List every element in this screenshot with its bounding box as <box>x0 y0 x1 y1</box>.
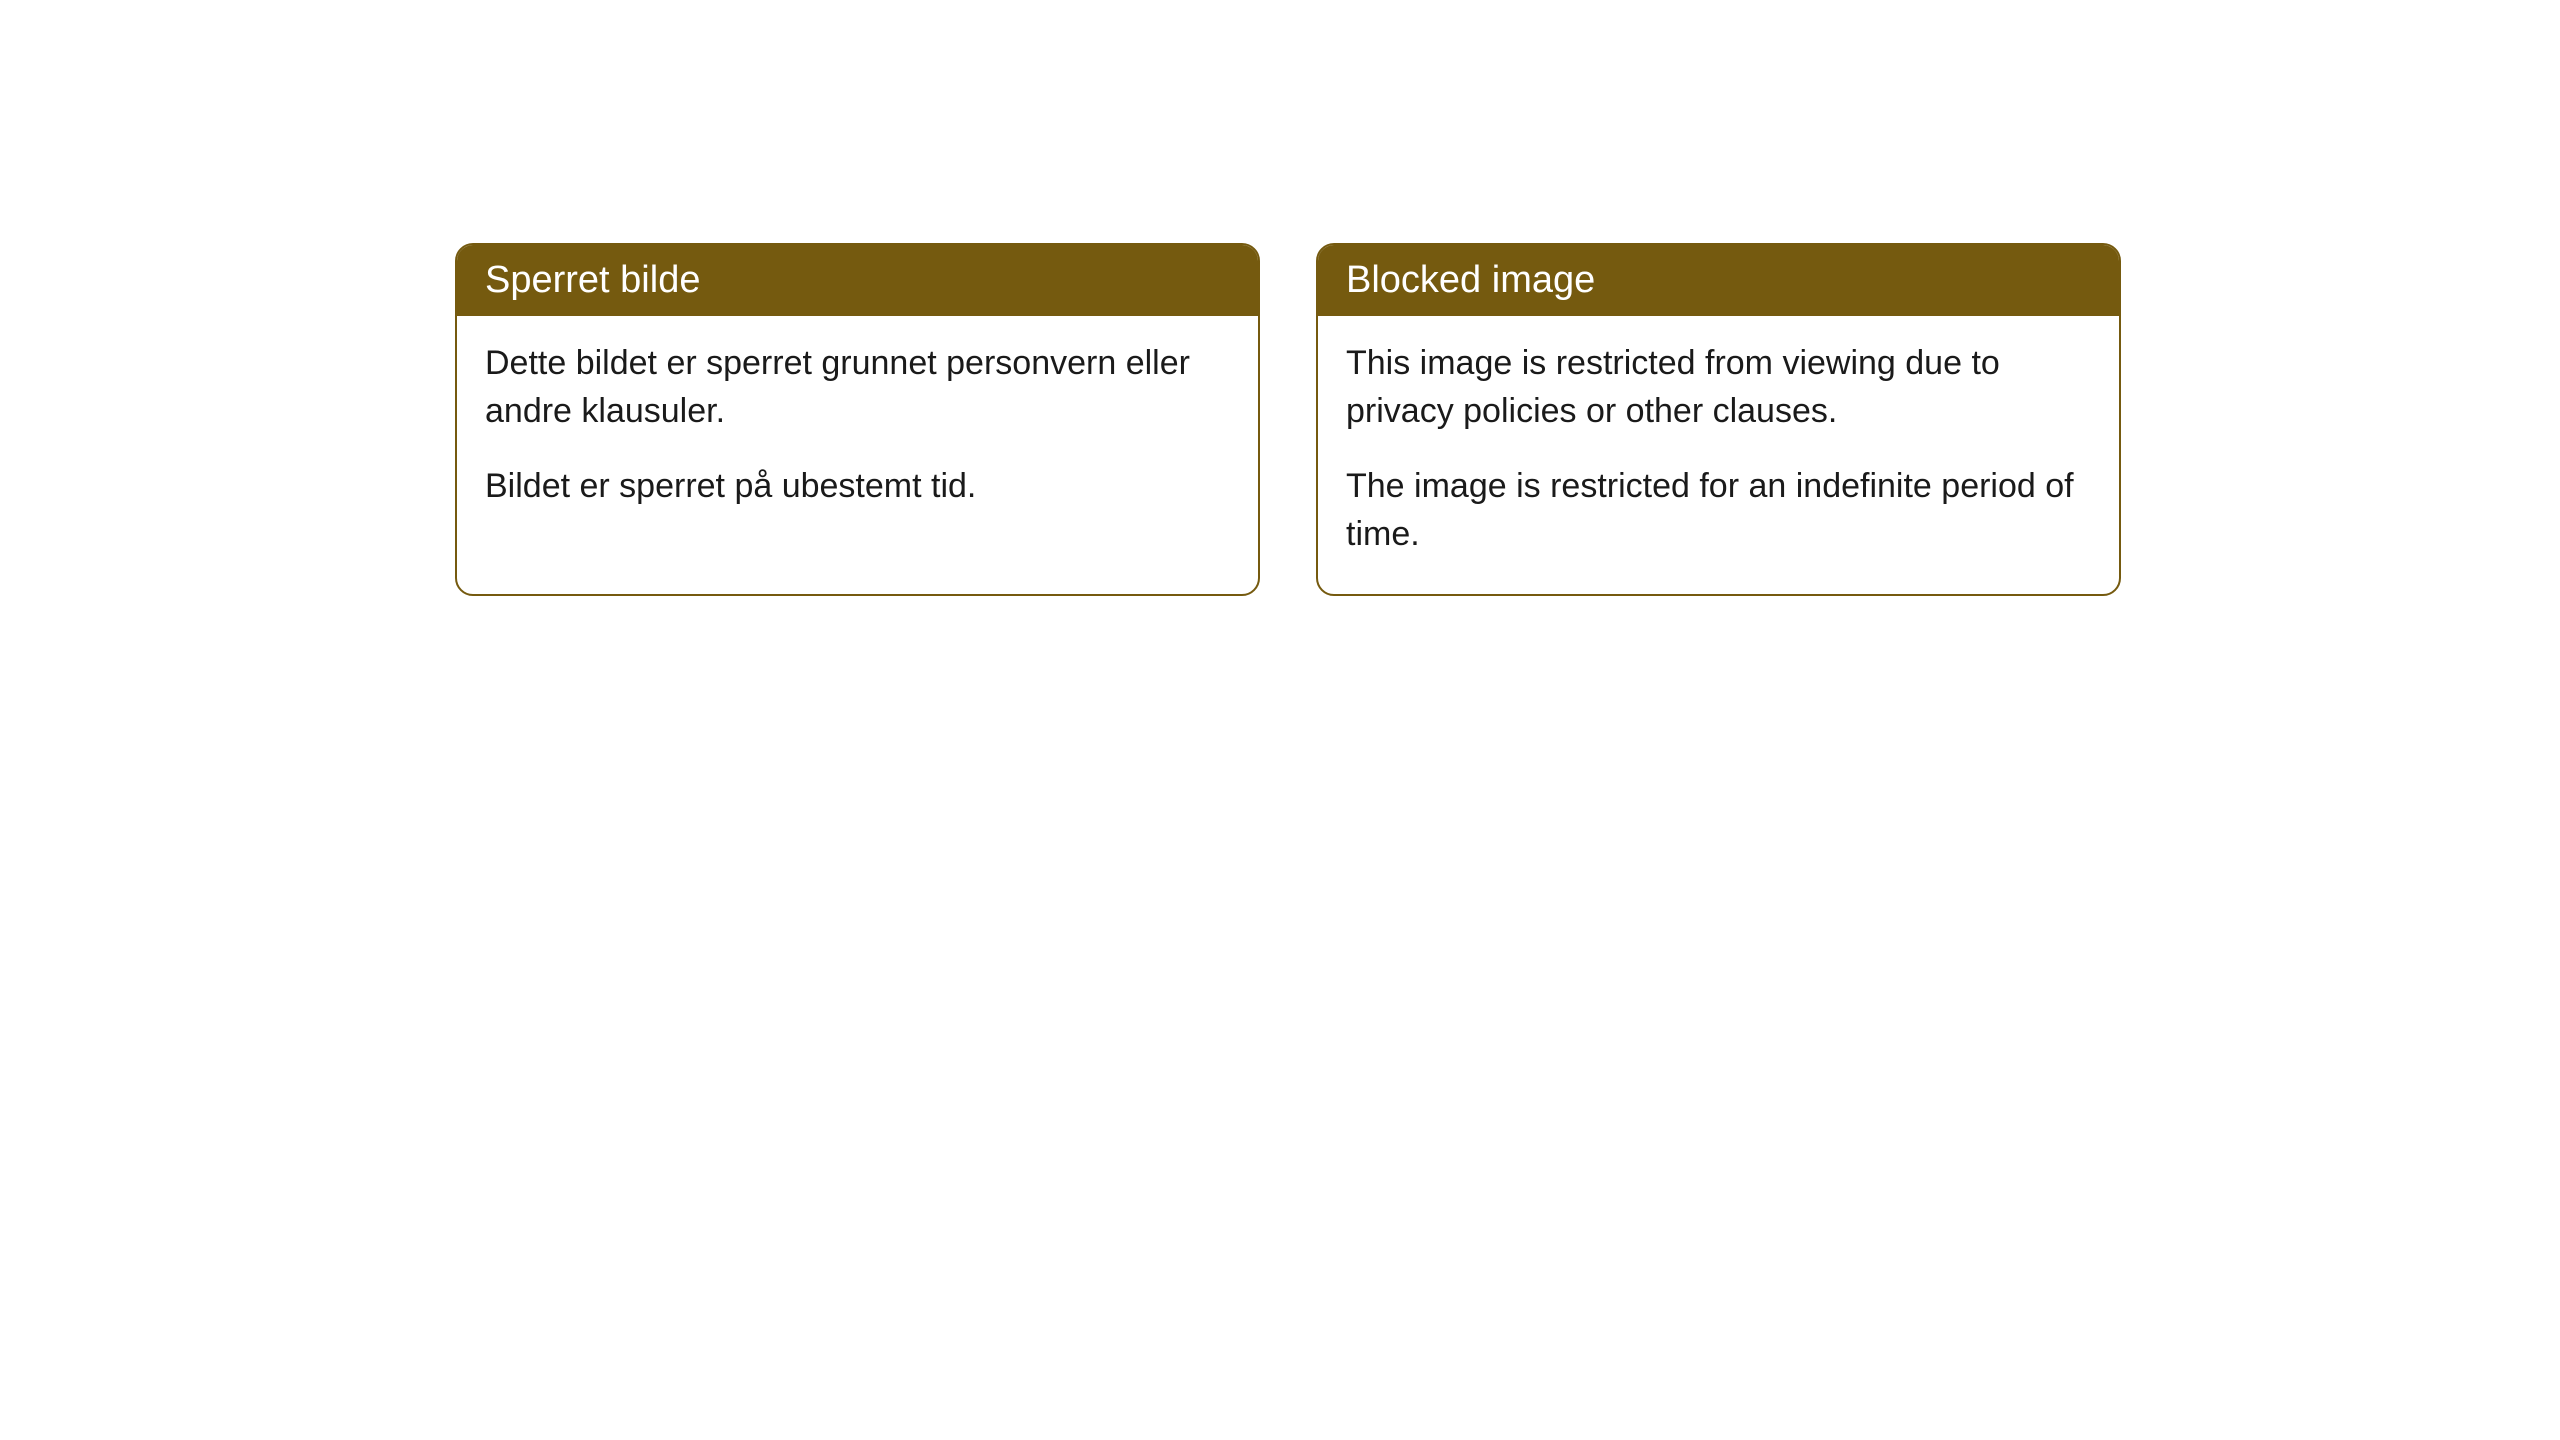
card-paragraph-1: This image is restricted from viewing du… <box>1346 340 2091 435</box>
card-title: Blocked image <box>1346 259 1595 301</box>
blocked-image-card-english: Blocked image This image is restricted f… <box>1316 243 2121 596</box>
card-body: This image is restricted from viewing du… <box>1318 316 2119 594</box>
card-paragraph-2: Bildet er sperret på ubestemt tid. <box>485 463 1230 511</box>
card-title: Sperret bilde <box>485 259 700 301</box>
card-paragraph-1: Dette bildet er sperret grunnet personve… <box>485 340 1230 435</box>
card-header: Blocked image <box>1318 245 2119 316</box>
card-paragraph-2: The image is restricted for an indefinit… <box>1346 463 2091 558</box>
card-header: Sperret bilde <box>457 245 1258 316</box>
blocked-image-card-norwegian: Sperret bilde Dette bildet er sperret gr… <box>455 243 1260 596</box>
card-body: Dette bildet er sperret grunnet personve… <box>457 316 1258 547</box>
notice-cards-container: Sperret bilde Dette bildet er sperret gr… <box>455 243 2121 596</box>
